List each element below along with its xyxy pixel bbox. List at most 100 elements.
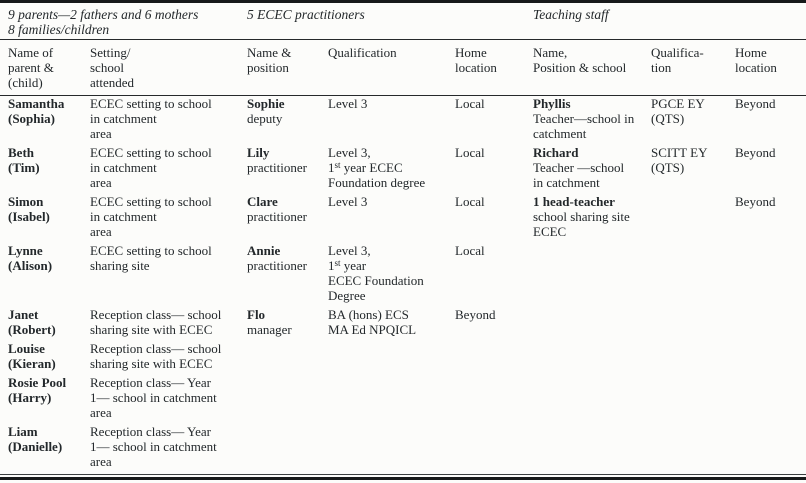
teacher-home-cell bbox=[735, 307, 806, 341]
practitioner-home-cell: Local bbox=[455, 145, 485, 160]
qualification-text: BA (hons) ECS MA Ed NPQICL bbox=[328, 307, 417, 337]
qualification-text-cont: year ECEC Foundation Degree bbox=[328, 258, 424, 303]
teacher-cell bbox=[533, 424, 651, 473]
practitioner-qualification-cell: Level 3 bbox=[328, 96, 455, 145]
teacher-qualification-cell bbox=[651, 194, 735, 243]
setting-cell: ECEC setting to school in catchment area bbox=[90, 96, 212, 141]
qualification-text: Level 3 bbox=[328, 96, 368, 111]
teacher-qualification-cell bbox=[651, 307, 735, 341]
group-header-practitioners: 5 ECEC practitioners bbox=[247, 7, 365, 22]
parent-name-cell: Rosie Pool (Harry) bbox=[8, 375, 67, 405]
column-header-teacher-qualification: Qualifica- tion bbox=[651, 45, 704, 75]
column-header-parent-name: Name of parent & (child) bbox=[8, 45, 54, 90]
teacher-name: Phyllis bbox=[533, 96, 571, 111]
practitioner-name: Clare bbox=[247, 194, 278, 209]
group-header-parents: 9 parents—2 fathers and 6 mothers 8 fami… bbox=[8, 7, 199, 37]
qualification-superscript: st bbox=[334, 160, 341, 170]
practitioner-name: Annie bbox=[247, 243, 281, 258]
column-header-teacher-name: Name, Position & school bbox=[533, 45, 627, 75]
teacher-name: Richard bbox=[533, 145, 579, 160]
column-header-row: Name of parent & (child) Setting/ school… bbox=[0, 40, 806, 95]
practitioner-cell: Sophie deputy bbox=[247, 96, 328, 145]
teacher-home-cell bbox=[735, 243, 806, 307]
teacher-qualification-cell: SCITT EY (QTS) bbox=[651, 145, 708, 175]
setting-cell: ECEC setting to school in catchment area bbox=[90, 145, 212, 190]
setting-cell: Reception class— school sharing site wit… bbox=[90, 307, 222, 337]
practitioner-cell bbox=[247, 341, 328, 375]
qualification-text: Level 3, 1 bbox=[328, 145, 371, 175]
table-bottom-thin-rule bbox=[0, 474, 806, 475]
teacher-qualification-cell bbox=[651, 375, 735, 424]
teacher-qualification-cell bbox=[651, 341, 735, 375]
practitioner-qualification-cell: Level 3 bbox=[328, 194, 455, 243]
column-header-rule bbox=[0, 95, 806, 96]
setting-cell: ECEC setting to school in catchment area bbox=[90, 194, 212, 239]
teacher-cell bbox=[533, 341, 651, 375]
group-header-row: 9 parents—2 fathers and 6 mothers 8 fami… bbox=[0, 3, 806, 39]
practitioner-home-cell: Local bbox=[455, 194, 485, 209]
practitioner-name: Sophie bbox=[247, 96, 285, 111]
column-header-practitioner-name: Name & position bbox=[247, 45, 292, 75]
teacher-home-cell bbox=[735, 341, 806, 375]
teacher-home-cell: Beyond bbox=[735, 194, 776, 209]
practitioner-qualification-cell bbox=[328, 375, 455, 424]
qualification-text: Level 3 bbox=[328, 194, 368, 209]
practitioner-qualification-cell bbox=[328, 424, 455, 473]
group-header-rule bbox=[0, 39, 806, 40]
teacher-detail: school sharing site ECEC bbox=[533, 209, 630, 239]
parent-name-cell: Beth (Tim) bbox=[8, 145, 40, 175]
column-header-teacher-home: Home location bbox=[735, 45, 777, 75]
practitioner-qualification-cell: Level 3, 1st year ECEC Foundation degree bbox=[328, 145, 455, 194]
practitioner-cell: Clare practitioner bbox=[247, 194, 328, 243]
teacher-cell bbox=[533, 307, 651, 341]
teacher-name: 1 head-teacher bbox=[533, 194, 615, 209]
practitioner-home-cell: Local bbox=[455, 96, 485, 111]
column-header-practitioner-home: Home location bbox=[455, 45, 497, 75]
teacher-home-cell bbox=[735, 424, 806, 473]
teacher-home-cell bbox=[735, 375, 806, 424]
teacher-home-cell: Beyond bbox=[735, 145, 776, 160]
qualification-superscript: st bbox=[334, 258, 341, 268]
parent-name-cell: Janet (Robert) bbox=[8, 307, 56, 337]
qualification-text-cont: year ECEC Foundation degree bbox=[328, 160, 426, 190]
setting-cell: Reception class— Year 1— school in catch… bbox=[90, 375, 217, 420]
setting-cell: Reception class— Year 1— school in catch… bbox=[90, 424, 217, 469]
teacher-cell: Richard Teacher —school in catchment bbox=[533, 145, 651, 194]
practitioner-cell: Annie practitioner bbox=[247, 243, 328, 307]
teacher-cell bbox=[533, 243, 651, 307]
setting-cell: ECEC setting to school sharing site bbox=[90, 243, 212, 273]
qualification-text: Level 3, 1 bbox=[328, 243, 371, 273]
column-header-practitioner-qualification: Qualification bbox=[328, 45, 397, 60]
practitioner-cell bbox=[247, 424, 328, 473]
practitioner-qualification-cell bbox=[328, 341, 455, 375]
teacher-detail: Teacher—school in catchment bbox=[533, 111, 635, 141]
practitioner-position: practitioner bbox=[247, 160, 307, 175]
table-bottom-thick-rule bbox=[0, 477, 806, 480]
parent-name-cell: Simon (Isabel) bbox=[8, 194, 50, 224]
practitioner-position: manager bbox=[247, 322, 292, 337]
practitioner-home-cell: Beyond bbox=[455, 307, 496, 322]
teacher-qualification-cell bbox=[651, 424, 735, 473]
table-top-rule bbox=[0, 0, 806, 3]
practitioner-cell: Flo manager bbox=[247, 307, 328, 341]
practitioner-cell: Lily practitioner bbox=[247, 145, 328, 194]
teacher-qualification-cell bbox=[651, 243, 735, 307]
parent-name-cell: Liam (Danielle) bbox=[8, 424, 63, 454]
column-header-setting: Setting/ school attended bbox=[90, 45, 135, 90]
practitioner-cell bbox=[247, 375, 328, 424]
practitioner-qualification-cell: BA (hons) ECS MA Ed NPQICL bbox=[328, 307, 455, 341]
table-body: Samantha (Sophia) ECEC setting to school… bbox=[0, 96, 806, 473]
group-header-teaching: Teaching staff bbox=[533, 7, 609, 22]
practitioner-position: deputy bbox=[247, 111, 283, 126]
teacher-qualification-cell: PGCE EY (QTS) bbox=[651, 96, 705, 126]
teacher-cell: Phyllis Teacher—school in catchment bbox=[533, 96, 651, 145]
practitioner-name: Flo bbox=[247, 307, 266, 322]
practitioner-home-cell: Local bbox=[455, 243, 485, 258]
practitioner-name: Lily bbox=[247, 145, 270, 160]
parent-name-cell: Louise (Kieran) bbox=[8, 341, 56, 371]
teacher-cell: 1 head-teacher school sharing site ECEC bbox=[533, 194, 651, 243]
practitioner-home-cell bbox=[455, 375, 533, 424]
setting-cell: Reception class— school sharing site wit… bbox=[90, 341, 222, 371]
practitioner-home-cell bbox=[455, 341, 533, 375]
